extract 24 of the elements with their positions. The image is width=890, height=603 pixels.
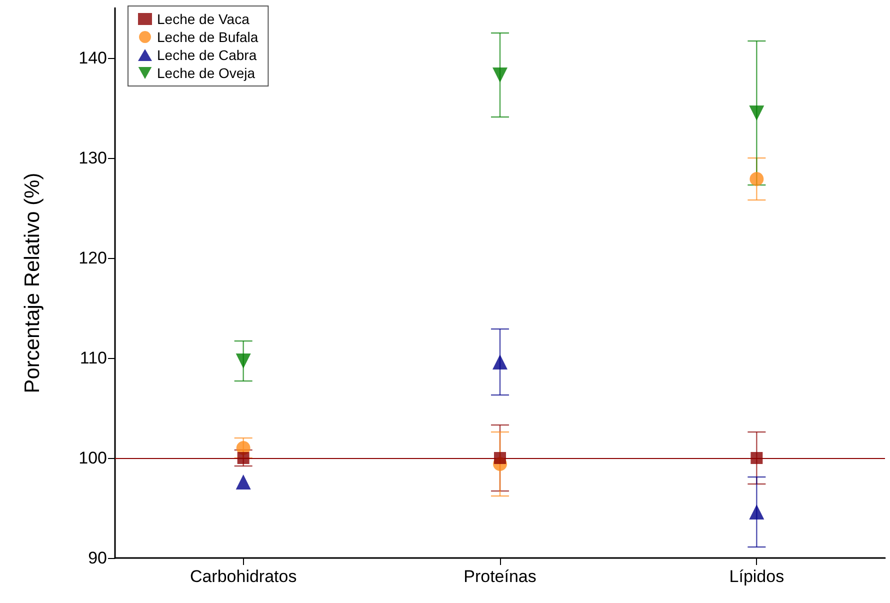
- point: [236, 354, 251, 368]
- x-tick-label: Proteínas: [464, 567, 536, 586]
- y-tick-label: 140: [78, 48, 107, 68]
- point: [750, 172, 764, 186]
- y-axis-title: Porcentaje Relativo (%): [21, 172, 44, 394]
- point: [492, 354, 508, 370]
- point: [492, 68, 508, 82]
- point: [237, 452, 250, 464]
- y-tick-label: 110: [80, 348, 107, 368]
- legend-label: Leche de Oveja: [157, 65, 256, 81]
- point: [236, 474, 251, 490]
- legend-label: Leche de Bufala: [157, 29, 258, 45]
- legend-label: Leche de Vaca: [157, 11, 250, 27]
- x-tick-label: Carbohidratos: [190, 567, 297, 586]
- point: [750, 452, 763, 464]
- x-tick-label: Lípidos: [729, 567, 784, 586]
- y-tick-label: 100: [78, 448, 107, 468]
- point: [494, 452, 506, 464]
- y-tick-label: 90: [88, 548, 107, 568]
- y-tick-label: 130: [78, 148, 107, 168]
- legend-label: Leche de Cabra: [157, 47, 257, 63]
- y-tick-label: 120: [78, 248, 107, 268]
- point: [749, 504, 764, 520]
- point: [749, 106, 764, 120]
